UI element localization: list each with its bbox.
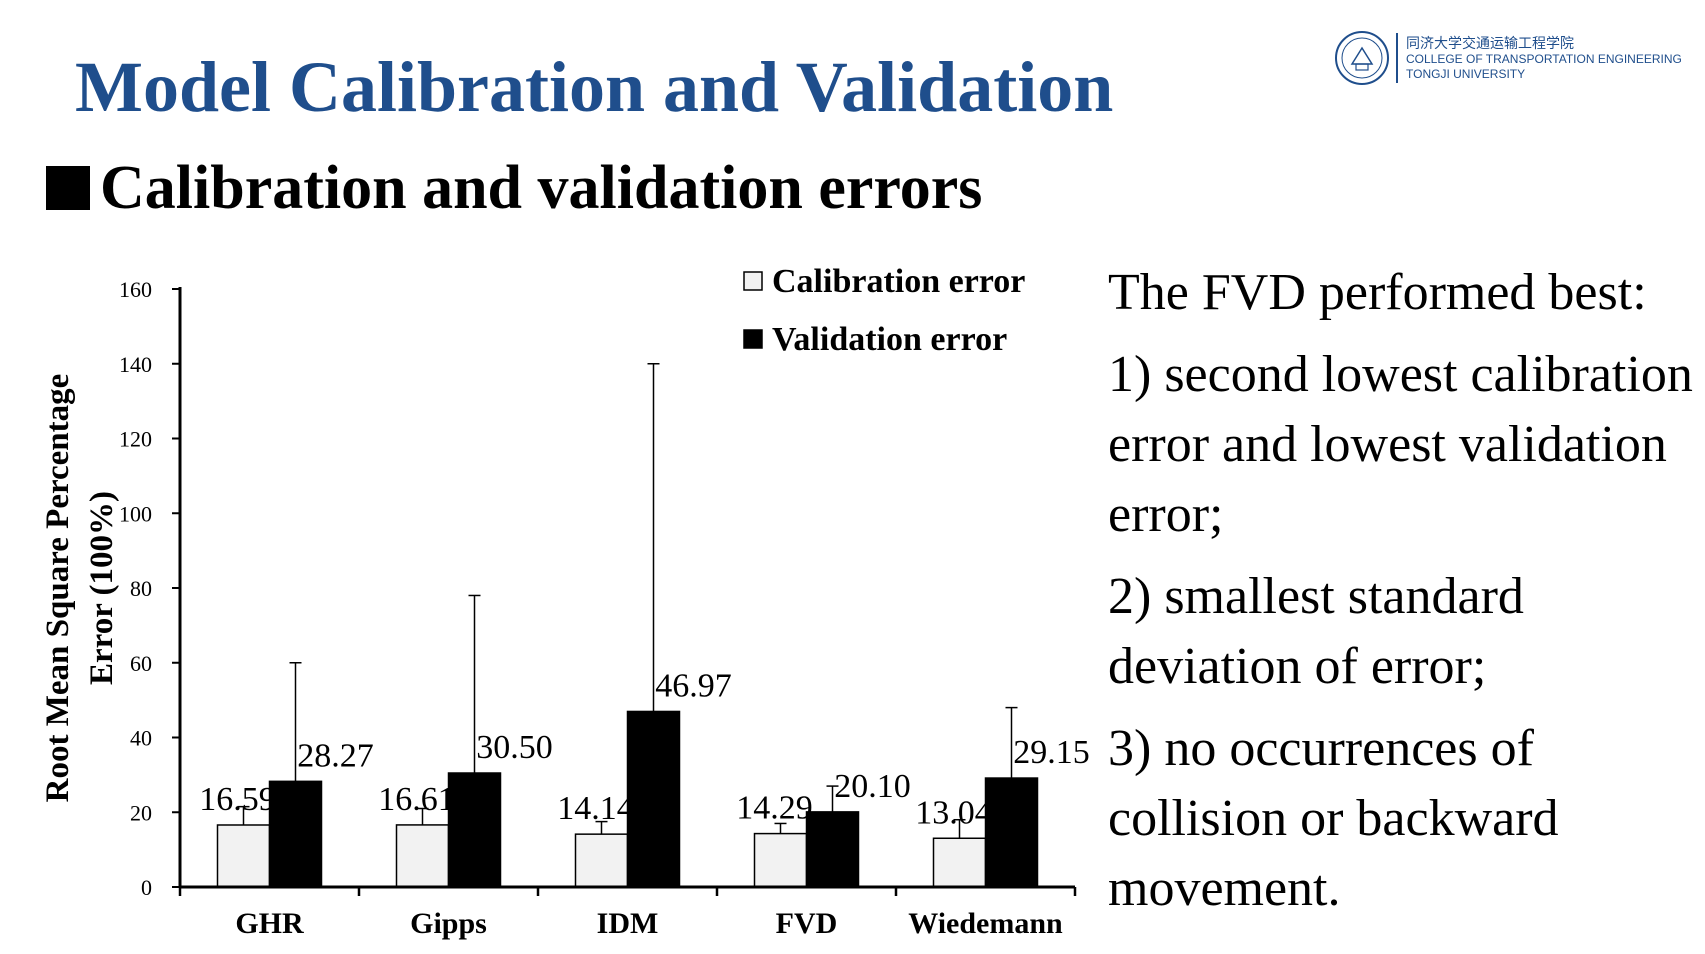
- y-tick-label: 160: [119, 277, 152, 302]
- validation-bar: [268, 780, 323, 888]
- tongji-seal-icon: [1335, 31, 1389, 85]
- calibration-bar: [216, 824, 271, 888]
- finding-point: 3) no occurrences of collision or backwa…: [1108, 720, 1559, 917]
- findings-text: The FVD performed best: 1) second lowest…: [1108, 258, 1703, 936]
- legend-label: Calibration error: [772, 263, 1025, 300]
- validation-bar: [984, 777, 1039, 888]
- data-label: 20.10: [834, 768, 911, 805]
- y-axis-label-line: Error (100%): [84, 491, 120, 685]
- data-label: 13.04: [915, 794, 992, 831]
- logo-divider: [1396, 33, 1398, 83]
- x-tick-label: GHR: [235, 907, 304, 940]
- error-bar-chart: 0 20 40 60 80 100 120 140 160 Root Mean Square Pe…: [40, 263, 1090, 940]
- logo-chinese-name: 同济大学交通运输工程学院: [1406, 35, 1574, 51]
- data-label: 28.27: [297, 737, 374, 774]
- section-heading-text: Calibration and validation errors: [100, 153, 983, 222]
- x-tick-label: FVD: [776, 907, 838, 940]
- data-label: 16.61: [378, 781, 455, 818]
- findings-intro: The FVD performed best:: [1108, 264, 1647, 321]
- validation-bar: [805, 811, 860, 888]
- data-label: 14.29: [736, 790, 813, 827]
- legend-swatch: [743, 271, 763, 291]
- y-tick-label: 140: [119, 352, 152, 377]
- validation-bar: [447, 772, 502, 888]
- y-tick-label: 60: [130, 651, 152, 676]
- validation-bar: [626, 710, 681, 888]
- data-label: 30.50: [476, 729, 553, 766]
- calibration-bar: [574, 833, 629, 888]
- calibration-bar: [753, 832, 808, 888]
- section-heading: Calibration and validation errors: [46, 148, 982, 228]
- y-axis-label-line: Root Mean Square Percentage: [40, 374, 76, 803]
- x-tick-label: IDM: [597, 907, 659, 940]
- y-tick-label: 80: [130, 576, 152, 601]
- university-logo: 同济大学交通运输工程学院 COLLEGE OF TRANSPORTATION E…: [1334, 30, 1694, 86]
- data-label: 29.15: [1013, 734, 1090, 771]
- finding-point: 1) second lowest calibration error and l…: [1108, 346, 1693, 543]
- y-tick-label: 0: [141, 875, 152, 900]
- legend-swatch: [743, 329, 763, 349]
- y-axis-label: Root Mean Square Percentage Error (100%): [40, 374, 120, 803]
- logo-college-name: COLLEGE OF TRANSPORTATION ENGINEERING: [1406, 52, 1682, 66]
- calibration-bar: [395, 824, 450, 888]
- finding-point: 2) smallest standard deviation of error;: [1108, 568, 1524, 695]
- x-tick-label: Gipps: [410, 907, 487, 940]
- legend-label: Validation error: [772, 321, 1007, 358]
- calibration-bar: [932, 837, 987, 888]
- logo-university-name: TONGJI UNIVERSITY: [1406, 67, 1526, 81]
- y-tick-label: 20: [130, 800, 152, 825]
- x-tick-label: Wiedemann: [908, 907, 1063, 940]
- data-label: 46.97: [655, 667, 732, 704]
- y-tick-label: 40: [130, 726, 152, 751]
- y-tick-label: 100: [119, 501, 152, 526]
- square-bullet-icon: [46, 166, 90, 210]
- data-label: 14.14: [557, 790, 634, 827]
- y-tick-label: 120: [119, 427, 152, 452]
- slide-title: Model Calibration and Validation: [75, 47, 1114, 127]
- data-label: 16.59: [199, 781, 276, 818]
